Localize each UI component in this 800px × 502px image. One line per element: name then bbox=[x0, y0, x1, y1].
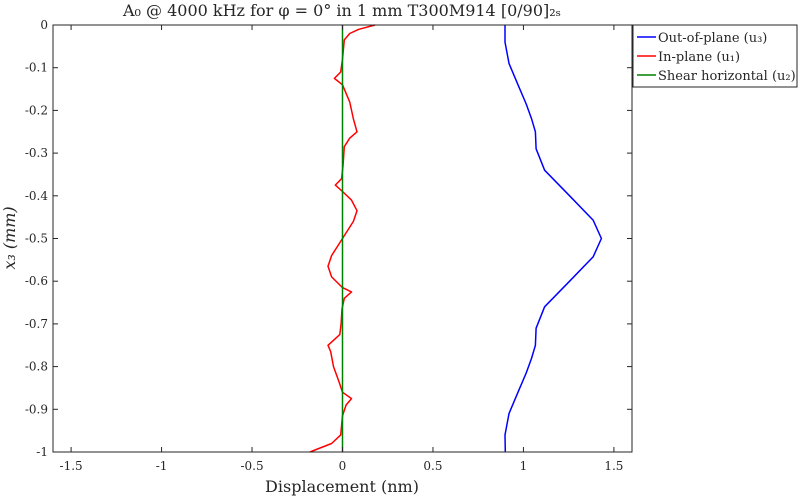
y-tick-label: -1 bbox=[36, 445, 48, 459]
y-tick-label: -0.4 bbox=[25, 189, 49, 203]
series-layer bbox=[309, 24, 603, 453]
y-tick-label: -0.2 bbox=[25, 103, 48, 117]
chart-title: A₀ @ 4000 kHz for φ = 0° in 1 mm T300M91… bbox=[122, 1, 561, 20]
x-tick-label: -1 bbox=[156, 459, 168, 473]
legend: Out-of-plane (u₃) In-plane (u₁) Shear hori… bbox=[632, 24, 798, 88]
x-tick-label: -1.5 bbox=[60, 459, 83, 473]
y-axis-label: x₃ (mm) bbox=[0, 206, 19, 269]
x-tick-label: -0.5 bbox=[240, 459, 263, 473]
y-tick-label: -0.7 bbox=[25, 317, 48, 331]
legend-label-0: Out-of-plane (u₃) bbox=[658, 31, 767, 46]
x-axis-label: Displacement (nm) bbox=[265, 477, 419, 496]
y-tick-label: -0.9 bbox=[25, 402, 48, 416]
series-line-0 bbox=[504, 25, 603, 453]
x-tick-label: 1 bbox=[520, 459, 528, 473]
x-tick-label: 0 bbox=[339, 459, 347, 473]
x-tick-label: 0.5 bbox=[423, 459, 442, 473]
x-tick-label: 1.5 bbox=[604, 459, 623, 473]
y-tick-label: -0.1 bbox=[25, 61, 48, 75]
ticks-layer: -1.5 -1 -0.5 0 0.5 1 1.5 0 -0.1 -0.2 -0.3 -0.4 -0.5 -… bbox=[25, 18, 632, 473]
legend-box bbox=[632, 24, 798, 88]
legend-label-1: In-plane (u₁) bbox=[658, 50, 740, 65]
y-tick-label: -0.6 bbox=[25, 274, 48, 288]
y-tick-label: 0 bbox=[40, 18, 48, 32]
y-tick-label: -0.3 bbox=[25, 146, 48, 160]
y-tick-label: -0.8 bbox=[25, 360, 48, 374]
y-tick-label: -0.5 bbox=[25, 232, 48, 246]
legend-label-2: Shear horizontal (u₂) bbox=[658, 69, 796, 84]
